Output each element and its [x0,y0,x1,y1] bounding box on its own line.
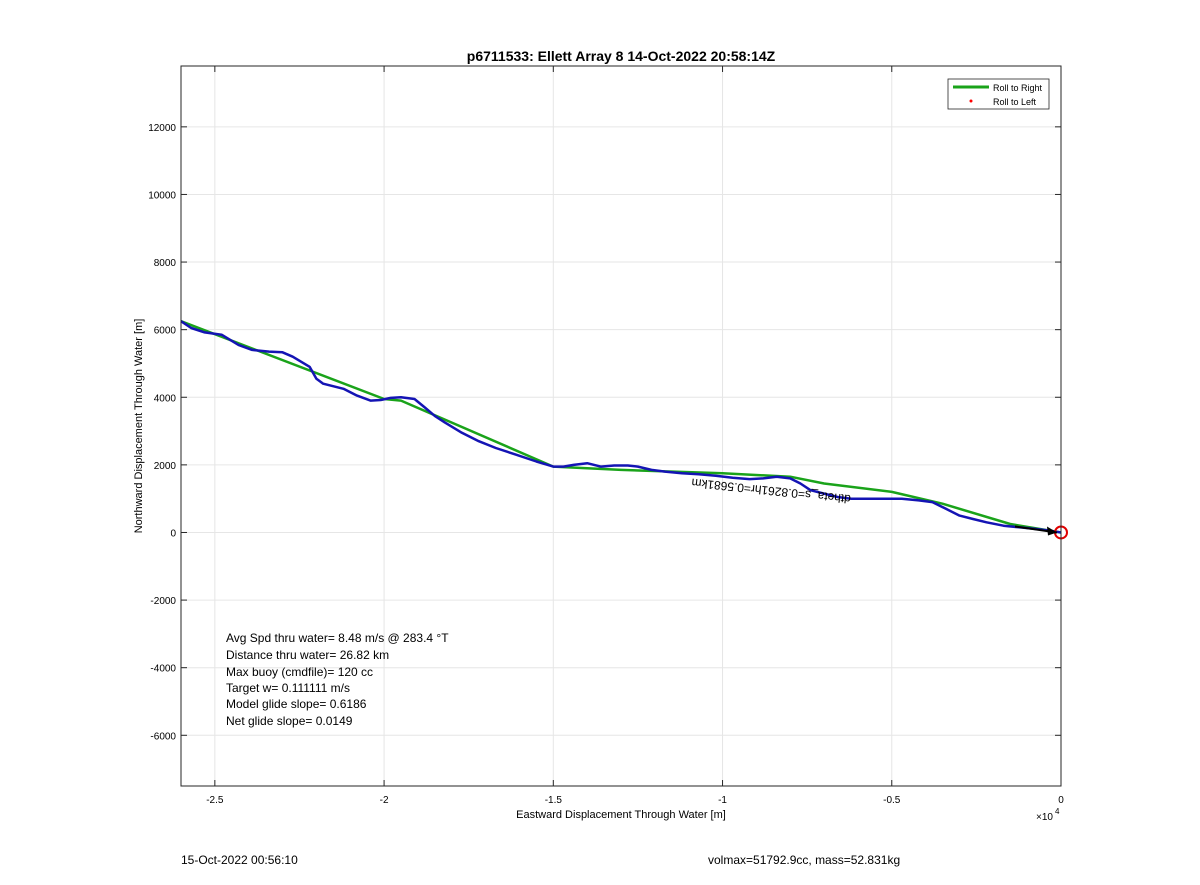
legend: Roll to Right Roll to Left [947,78,1050,110]
x-tick-label: 0 [1058,795,1064,806]
chart-title: p6711533: Ellett Array 8 14-Oct-2022 20:… [467,48,776,64]
x-tick-label: -1 [718,795,727,806]
y-axis-label: Northward Displacement Through Water [m] [133,319,145,534]
plot-area [181,66,1061,786]
plot-frame [180,65,1062,787]
x-tick-label: -2.5 [206,795,224,806]
series-roll-right-line [180,320,1062,534]
stat-max-buoy: Max buoy (cmdfile)= 120 cc [226,665,373,679]
y-tick-label: 0 [170,528,176,539]
y-axis: -6000 -4000 -2000 0 2000 4000 6000 8000 10000 120… [148,123,1061,742]
stat-net-glide: Net glide slope= 0.0149 [226,714,353,728]
legend-label-roll-left: Roll to Left [993,97,1037,107]
x-tick-label: -0.5 [883,795,901,806]
y-tick-label: -2000 [150,596,176,607]
stat-avg-speed: Avg Spd thru water= 8.48 m/s @ 283.4 °T [226,631,449,645]
x-tick-label: -2 [380,795,389,806]
y-tick-label: -4000 [150,664,176,675]
y-tick-label: 6000 [154,326,177,337]
x-tick-label: -1.5 [545,795,563,806]
y-tick-label: 8000 [154,258,177,269]
stat-target-w: Target w= 0.111111 m/s [226,681,350,695]
footer-timestamp: 15-Oct-2022 00:56:10 [181,853,298,867]
y-tick-label: 10000 [148,190,176,201]
y-tick-label: -6000 [150,731,176,742]
y-tick-label: 2000 [154,461,177,472]
x-exponent-power: 4 [1055,807,1060,816]
x-exponent-base: ×10 [1036,812,1053,823]
x-axis-label: Eastward Displacement Through Water [m] [516,809,726,821]
stats-box: Avg Spd thru water= 8.48 m/s @ 283.4 °T … [226,631,449,728]
legend-label-roll-right: Roll to Right [993,83,1043,93]
legend-box [947,78,1050,110]
legend-swatch-roll-left [969,99,973,103]
y-tick-label: 12000 [148,123,176,134]
stat-distance: Distance thru water= 26.82 km [226,648,389,662]
stat-model-glide: Model glide slope= 0.6186 [226,697,367,711]
x-axis: -2.5 -2 -1.5 -1 -0.5 0 [206,66,1064,806]
footer-volmax-mass: volmax=51792.9cc, mass=52.831kg [708,853,901,867]
series-track-line [180,320,1062,534]
y-tick-label: 4000 [154,393,177,404]
heading-arrow-head [1047,526,1057,536]
